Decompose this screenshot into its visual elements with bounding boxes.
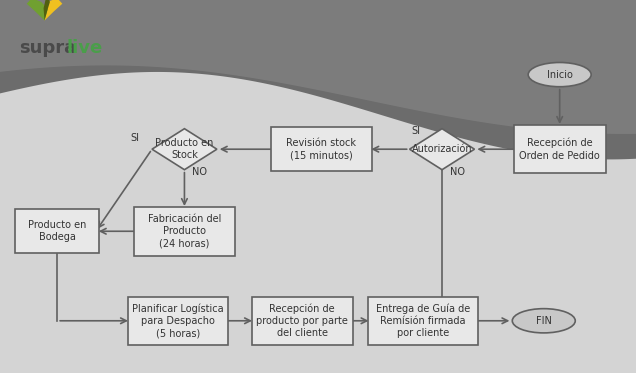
Text: Entrega de Guía de
Remísión firmada
por cliente: Entrega de Guía de Remísión firmada por … bbox=[376, 303, 470, 338]
Polygon shape bbox=[27, 0, 48, 21]
Text: supra: supra bbox=[19, 40, 76, 57]
Polygon shape bbox=[0, 0, 636, 134]
Polygon shape bbox=[0, 0, 636, 159]
Text: Producto en
Bodega: Producto en Bodega bbox=[28, 220, 86, 242]
Polygon shape bbox=[410, 129, 474, 170]
Text: Revisión stock
(15 minutos): Revisión stock (15 minutos) bbox=[286, 138, 356, 160]
FancyBboxPatch shape bbox=[514, 125, 605, 173]
Text: Planificar Logística
para Despacho
(5 horas): Planificar Logística para Despacho (5 ho… bbox=[132, 303, 224, 338]
FancyBboxPatch shape bbox=[252, 297, 352, 345]
FancyBboxPatch shape bbox=[15, 209, 99, 253]
Polygon shape bbox=[152, 129, 217, 170]
Ellipse shape bbox=[528, 62, 591, 87]
Polygon shape bbox=[41, 0, 62, 21]
Text: Recepción de
producto por parte
del cliente: Recepción de producto por parte del clie… bbox=[256, 303, 348, 338]
FancyBboxPatch shape bbox=[134, 207, 235, 256]
Text: NO: NO bbox=[450, 167, 465, 176]
Text: Fabricación del
Producto
(24 horas): Fabricación del Producto (24 horas) bbox=[148, 214, 221, 249]
Text: FIN: FIN bbox=[536, 316, 551, 326]
Text: SI: SI bbox=[411, 126, 420, 135]
Text: Recepción de
Orden de Pedido: Recepción de Orden de Pedido bbox=[520, 138, 600, 161]
Text: Autorización: Autorización bbox=[411, 144, 473, 154]
Text: Producto en
Stock: Producto en Stock bbox=[155, 138, 214, 160]
FancyBboxPatch shape bbox=[128, 297, 228, 345]
Polygon shape bbox=[43, 0, 50, 21]
Text: Inicio: Inicio bbox=[547, 70, 572, 79]
Ellipse shape bbox=[513, 309, 575, 333]
Text: NO: NO bbox=[192, 167, 207, 176]
Text: SI: SI bbox=[130, 133, 139, 143]
FancyBboxPatch shape bbox=[368, 297, 478, 345]
FancyBboxPatch shape bbox=[271, 127, 371, 171]
Text: live: live bbox=[67, 40, 103, 57]
